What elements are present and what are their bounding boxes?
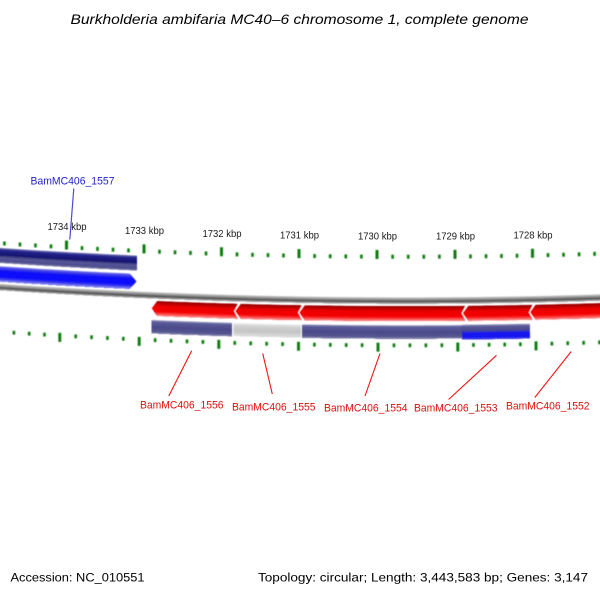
svg-text:1732 kbp: 1732 kbp xyxy=(203,229,242,240)
svg-text:BamMC406_1557: BamMC406_1557 xyxy=(31,175,115,187)
svg-text:1729 kbp: 1729 kbp xyxy=(436,231,475,242)
svg-text:BamMC406_1553: BamMC406_1553 xyxy=(414,402,498,414)
svg-text:Burkholderia ambifaria MC40–6: Burkholderia ambifaria MC40–6 chromosome… xyxy=(71,11,529,27)
svg-text:1734 kbp: 1734 kbp xyxy=(48,222,87,233)
svg-text:1733 kbp: 1733 kbp xyxy=(125,226,164,237)
svg-text:BamMC406_1556: BamMC406_1556 xyxy=(140,400,224,412)
svg-text:1728 kbp: 1728 kbp xyxy=(514,230,553,241)
svg-text:Accession: NC_010551: Accession: NC_010551 xyxy=(11,571,145,585)
svg-text:Topology: circular; Length: 3,: Topology: circular; Length: 3,443,583 bp… xyxy=(258,571,588,585)
svg-text:1730 kbp: 1730 kbp xyxy=(358,232,397,243)
svg-text:BamMC406_1555: BamMC406_1555 xyxy=(232,402,316,414)
svg-text:BamMC406_1554: BamMC406_1554 xyxy=(324,403,408,415)
svg-text:1731 kbp: 1731 kbp xyxy=(280,231,319,242)
svg-text:BamMC406_1552: BamMC406_1552 xyxy=(506,400,590,412)
